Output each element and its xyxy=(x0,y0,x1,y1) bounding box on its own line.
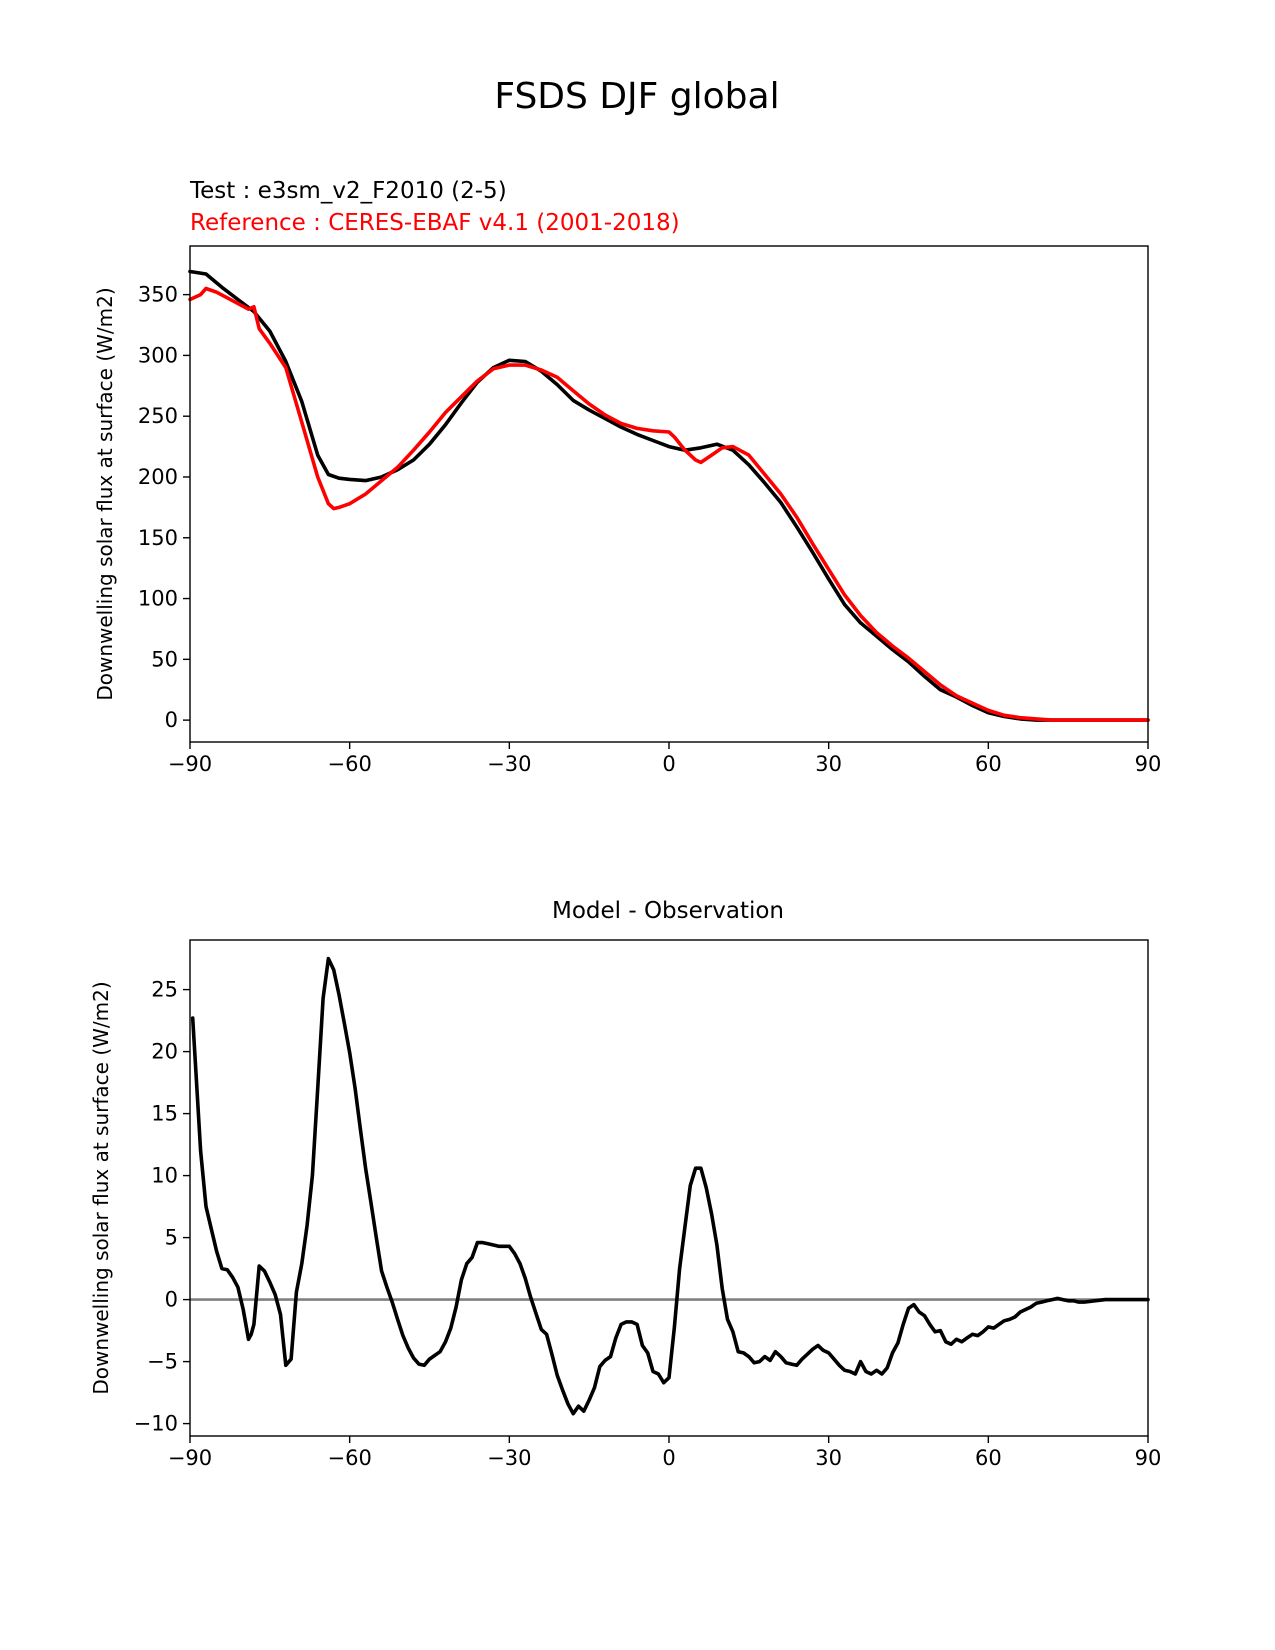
figure-title: FSDS DJF global xyxy=(494,76,779,117)
x-tick-label: 0 xyxy=(662,752,675,776)
y-tick-label: 300 xyxy=(138,343,178,367)
x-tick-label: 0 xyxy=(662,1446,675,1470)
y-tick-label: 0 xyxy=(165,708,178,732)
y-tick-label: 200 xyxy=(138,465,178,489)
y-tick-label: −10 xyxy=(134,1412,178,1436)
x-tick-label: 60 xyxy=(975,752,1002,776)
top-plot-area xyxy=(188,269,1150,722)
y-tick-label: −5 xyxy=(147,1350,178,1374)
series-line-0 xyxy=(188,269,1150,722)
x-tick-label: −30 xyxy=(487,752,531,776)
reference-label: Reference : CERES-EBAF v4.1 (2001-2018) xyxy=(190,210,680,236)
y-tick-label: 100 xyxy=(138,587,178,611)
bottom-axes: −90 −60 −30 0 30 60 90 −10 −5 0 5 10 15 20 25 xyxy=(134,939,1162,1470)
y-tick-label: 150 xyxy=(138,526,178,550)
y-tick-label: 50 xyxy=(151,647,178,671)
x-tick-label: −60 xyxy=(328,752,372,776)
y-tick-label: 250 xyxy=(138,404,178,428)
bottom-plot-area xyxy=(190,956,1150,1416)
x-tick-label: 60 xyxy=(975,1446,1002,1470)
bottom-title: Model - Observation xyxy=(552,898,784,924)
top-axes: −90 −60 −30 0 30 60 90 0 50 100 150 200 250 300 350 xyxy=(138,245,1162,776)
top-panel: Test : e3sm_v2_F2010 (2-5) Reference : C… xyxy=(93,178,1161,776)
bottom-panel: Model - Observation −90 −60 −30 0 30 60 90−10−… xyxy=(89,898,1161,1470)
test-label: Test : e3sm_v2_F2010 (2-5) xyxy=(189,178,507,204)
y-tick-label: 15 xyxy=(151,1102,178,1126)
series-line-0 xyxy=(190,956,1150,1416)
y-tick-label: 350 xyxy=(138,283,178,307)
x-tick-label: −90 xyxy=(168,752,212,776)
x-tick-label: 90 xyxy=(1135,752,1162,776)
y-tick-label: 10 xyxy=(151,1164,178,1188)
bottom-y-axis-label: Downwelling solar flux at surface (W/m2) xyxy=(89,981,113,1394)
y-tick-label: 20 xyxy=(151,1040,178,1064)
y-tick-label: 5 xyxy=(165,1226,178,1250)
x-tick-label: −90 xyxy=(168,1446,212,1470)
x-tick-label: 30 xyxy=(815,752,842,776)
x-tick-label: −30 xyxy=(487,1446,531,1470)
y-tick-label: 25 xyxy=(151,978,178,1002)
x-tick-label: 30 xyxy=(815,1446,842,1470)
series-line-1 xyxy=(188,286,1150,722)
x-tick-label: 90 xyxy=(1135,1446,1162,1470)
x-tick-label: −60 xyxy=(328,1446,372,1470)
top-y-axis-label: Downwelling solar flux at surface (W/m2) xyxy=(93,287,117,700)
y-tick-label: 0 xyxy=(165,1288,178,1312)
